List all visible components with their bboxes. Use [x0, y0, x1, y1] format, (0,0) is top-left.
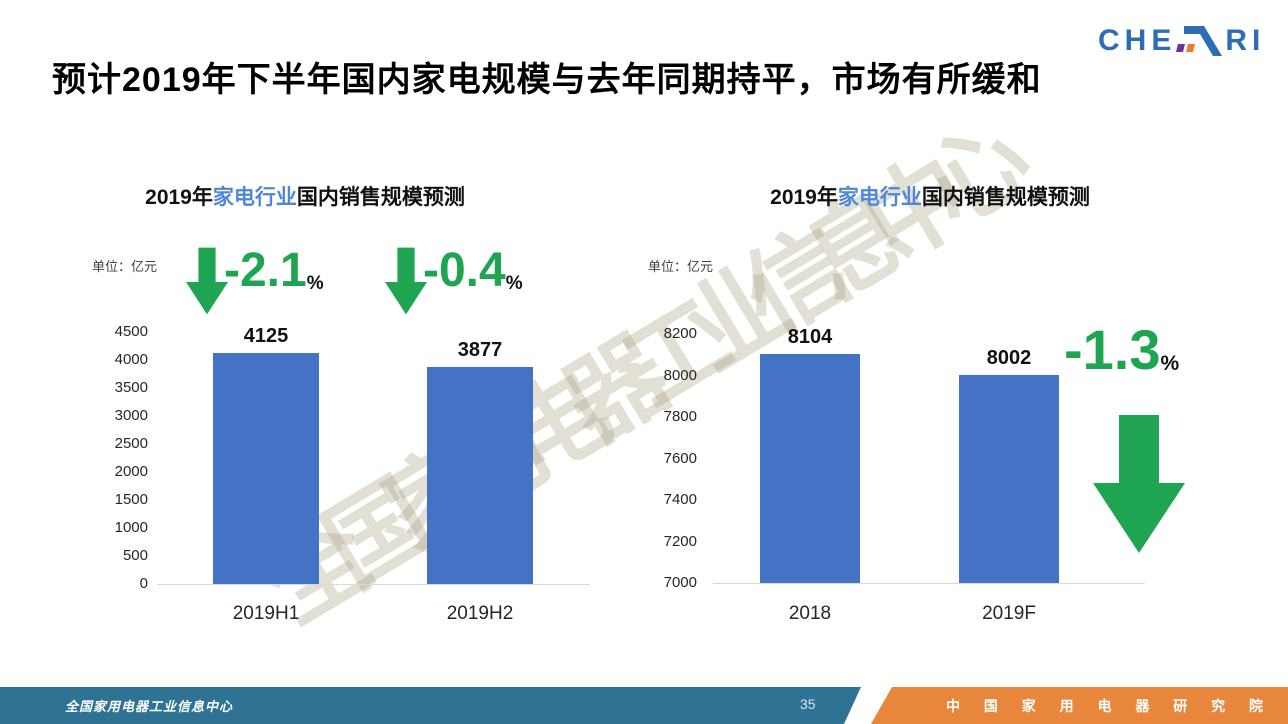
right-chart-title-suffix: 国内销售规模预测 [921, 186, 1090, 209]
y-tick-label: 7200 [663, 532, 697, 550]
right-unit-label: 单位：亿元 [648, 259, 714, 274]
left-chart-title-prefix: 2019年 [145, 186, 213, 209]
right-chart-title-highlight: 家电行业 [837, 186, 922, 209]
page-number: 35 [800, 696, 816, 712]
y-tick-label: 3000 [114, 407, 148, 424]
cheari-logo: CHE RI [1098, 24, 1265, 58]
y-tick-label: 4500 [114, 323, 148, 340]
logo-a-icon [1176, 26, 1223, 56]
left-chart-title: 2019年家电行业国内销售规模预测 [55, 181, 555, 211]
delta-2019h1: -2.1 % [186, 247, 324, 315]
y-tick-label: 1500 [114, 491, 148, 508]
delta-percent-sign: % [306, 273, 324, 294]
y-tick-label: 7800 [663, 408, 697, 425]
y-tick-label: 7600 [663, 449, 697, 467]
delta-value: -0.4 [423, 244, 506, 297]
footer-org-right: 中 国 家 用 电 器 研 究 院 [945, 697, 1274, 714]
x-axis-line [713, 583, 1145, 584]
big-down-arrow-icon [1093, 415, 1185, 553]
footer-org-left: 全国家用电器工业信息中心 [65, 700, 234, 715]
y-tick-label: 7000 [663, 574, 697, 591]
y-tick-label: 0 [139, 575, 148, 592]
bar [213, 353, 319, 584]
page-title: 预计2019年下半年国内家电规模与去年同期持平，市场有所缓和 [52, 61, 1042, 99]
delta-value: -2.1 [224, 244, 307, 297]
footer-right-bar: 中 国 家 用 电 器 研 究 院 [871, 687, 1288, 724]
y-tick-label: 2000 [114, 463, 148, 480]
bar-value-label: 3877 [457, 338, 503, 361]
bar [959, 375, 1059, 583]
y-tick-label: 2500 [114, 435, 148, 452]
bar-value-label: 4125 [243, 325, 289, 347]
y-tick-label: 7400 [663, 491, 697, 508]
right-chart-title-prefix: 2019年 [770, 186, 838, 209]
y-tick-label: 4000 [114, 351, 148, 368]
bar [427, 366, 533, 584]
y-tick-label: 8000 [663, 366, 697, 384]
y-tick-label: 1000 [114, 519, 148, 536]
down-arrow-icon [385, 247, 427, 315]
x-category-label: 2018 [788, 603, 832, 624]
logo-text-che: CHE [1098, 24, 1177, 57]
y-tick-label: 500 [122, 547, 148, 564]
right-chart-title: 2019年家电行业国内销售规模预测 [665, 181, 1195, 211]
bar-chart-left: 4500 4000 3500 3000 2500 2000 1500 1000 500 0 4125… [90, 315, 610, 655]
delta-percent-sign: % [1160, 352, 1180, 375]
bar-value-label: 8104 [787, 325, 833, 348]
down-arrow-icon [186, 247, 228, 315]
delta-2019f: -1.3 % [1064, 322, 1180, 378]
bar-chart-right: 8200 8000 7800 7600 7400 7200 7000 8104 2018 8002… [640, 315, 1160, 655]
bar [760, 353, 860, 583]
x-category-label: 2019H1 [232, 603, 300, 624]
logo-text-ri: RI [1225, 24, 1266, 57]
bar-value-label: 8002 [986, 347, 1032, 370]
footer-left-bar: 全国家用电器工业信息中心 [0, 687, 861, 724]
left-unit-label: 单位：亿元 [92, 259, 158, 274]
delta-2019h2: -0.4 % [385, 247, 523, 315]
x-axis-line [157, 584, 590, 585]
left-chart-title-suffix: 国内销售规模预测 [296, 186, 465, 209]
delta-value: -1.3 [1064, 318, 1161, 381]
y-tick-label: 8200 [663, 325, 697, 342]
y-tick-label: 3500 [114, 379, 148, 396]
x-category-label: 2019H2 [446, 603, 514, 624]
delta-percent-sign: % [505, 273, 523, 294]
x-category-label: 2019F [982, 603, 1036, 624]
left-chart-title-highlight: 家电行业 [212, 186, 297, 209]
